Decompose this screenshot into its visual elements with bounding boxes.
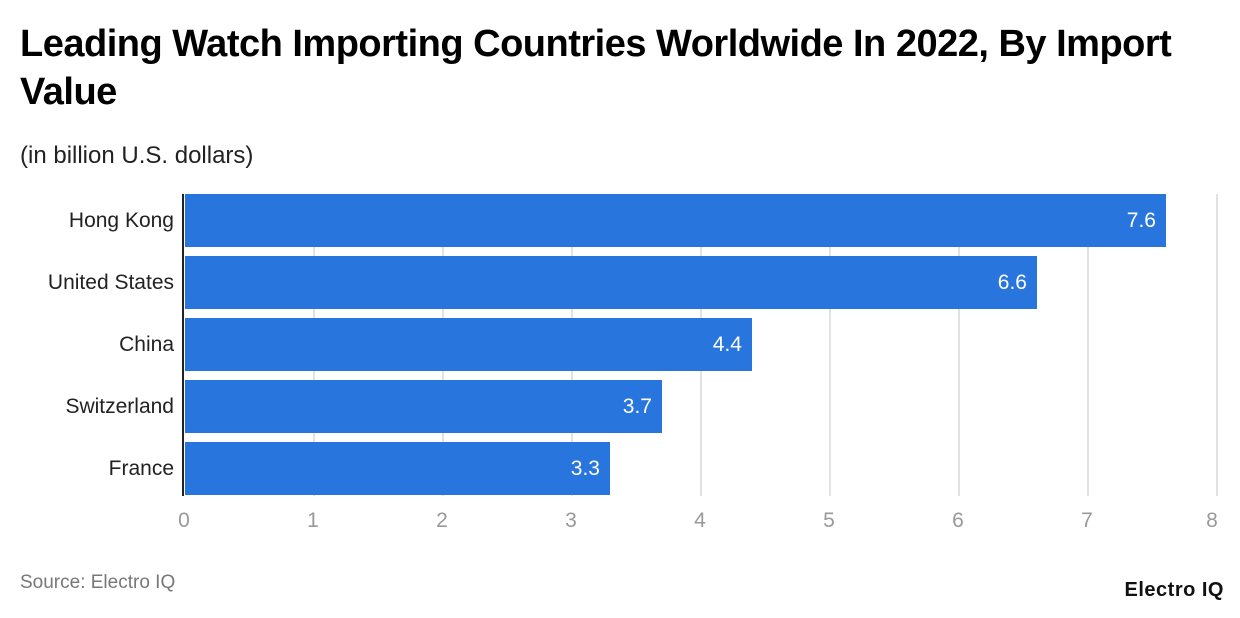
- x-tick-label: 1: [307, 509, 319, 532]
- gridline-5: [829, 194, 831, 496]
- x-tick-label: 7: [1081, 509, 1093, 532]
- chart-title: Leading Watch Importing Countries Worldw…: [20, 23, 1172, 113]
- x-tick-label: 3: [565, 509, 577, 532]
- bar-hong-kong[interactable]: 7.6: [185, 194, 1166, 247]
- x-tick-label: 8: [1206, 509, 1218, 532]
- gridline-8: [1216, 194, 1218, 496]
- bar-value-label: 3.3: [570, 457, 600, 480]
- x-tick-label: 4: [694, 509, 706, 532]
- chart-subtitle: (in billion U.S. dollars): [20, 142, 254, 169]
- x-tick-label: 2: [436, 509, 448, 532]
- bar-united-states[interactable]: 6.6: [185, 256, 1037, 309]
- brand-logo: Electro IQ: [1124, 579, 1224, 601]
- bar-value-label: 7.6: [1126, 209, 1156, 232]
- category-label: China: [119, 333, 174, 356]
- x-tick-label: 5: [823, 509, 835, 532]
- bar-china[interactable]: 4.4: [185, 318, 752, 371]
- source-note: Source: Electro IQ: [20, 572, 176, 593]
- category-label: France: [108, 457, 174, 480]
- bar-france[interactable]: 3.3: [185, 442, 610, 495]
- bar-value-label: 4.4: [712, 333, 742, 356]
- bar-value-label: 6.6: [997, 271, 1027, 294]
- bar-value-label: 3.7: [622, 395, 652, 418]
- category-label: Hong Kong: [68, 209, 174, 232]
- category-label: Switzerland: [65, 395, 174, 418]
- gridline-7: [1087, 194, 1089, 496]
- category-label: United States: [47, 271, 174, 294]
- y-axis-line: [182, 194, 184, 496]
- bar-switzerland[interactable]: 3.7: [185, 380, 662, 433]
- gridline-6: [958, 194, 960, 496]
- x-tick-label: 0: [178, 509, 190, 532]
- x-tick-label: 6: [952, 509, 964, 532]
